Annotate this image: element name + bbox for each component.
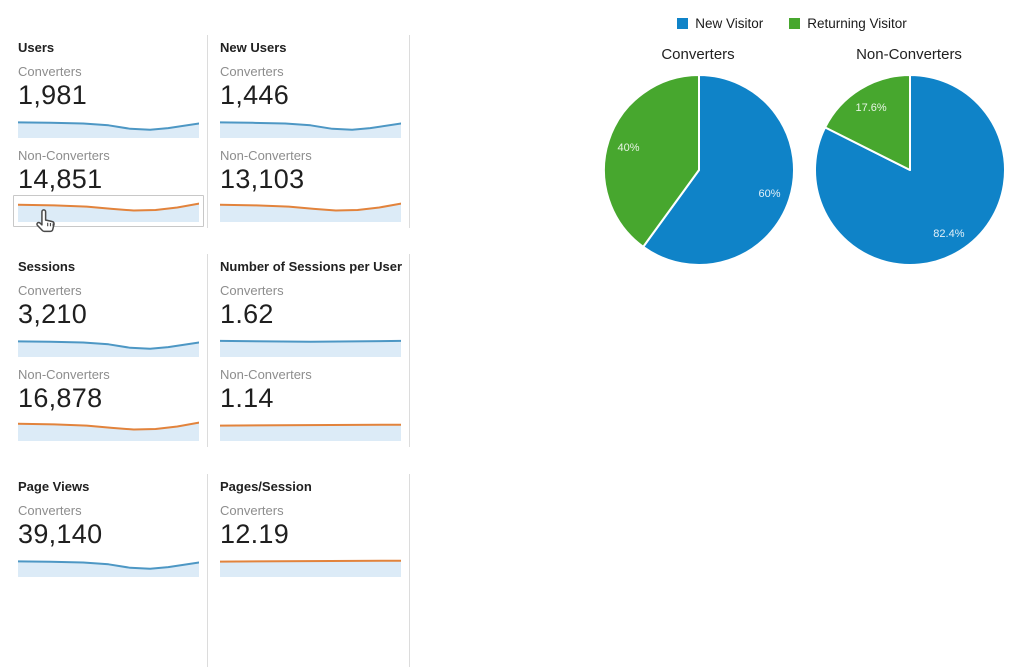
- metric-value-users-converters: 1,981: [18, 80, 88, 110]
- column-divider: [409, 474, 410, 667]
- legend-swatch-icon: [677, 18, 689, 29]
- metric-value-sessions-non-converters: 16,878: [18, 383, 103, 413]
- pie-slice-converters-returning-visitor[interactable]: [603, 74, 700, 248]
- sparkline-hover-outline: [13, 195, 204, 227]
- legend-swatch-icon: [789, 18, 801, 29]
- metric-card-title: Page Views: [18, 479, 90, 494]
- sparkline-new-users-non-converters[interactable]: [220, 199, 401, 222]
- metric-value-sessions-converters: 3,210: [18, 299, 88, 329]
- sparkline-users-non-converters[interactable]: [18, 199, 199, 222]
- column-divider: [409, 35, 410, 228]
- pie-slice-converters-new-visitor[interactable]: [642, 74, 795, 266]
- segment-label-converters: Converters: [220, 283, 284, 298]
- segment-label-converters: Converters: [18, 64, 82, 79]
- sparkline-sessions-converters[interactable]: [18, 334, 199, 357]
- segment-label-non-converters: Non-Converters: [220, 148, 312, 163]
- metric-card-title: Pages/Session: [220, 479, 312, 494]
- cursor-pointer-icon: [36, 209, 55, 233]
- segment-label-non-converters: Non-Converters: [220, 367, 312, 382]
- legend-item-new-visitor: New Visitor: [677, 16, 763, 31]
- metric-card-title: Number of Sessions per User: [220, 259, 403, 274]
- pie-title-non-converters: Non-Converters: [856, 46, 962, 63]
- metric-value-pages-session-converters: 12.19: [220, 519, 290, 549]
- pie-title-converters: Converters: [661, 46, 735, 63]
- pie-slice-percentage: 82.4%: [933, 228, 964, 240]
- segment-label-converters: Converters: [18, 283, 82, 298]
- metric-card-title: New Users: [220, 40, 287, 55]
- segment-label-converters: Converters: [220, 503, 284, 518]
- pie-legend: New Visitor Returning Visitor: [560, 16, 1024, 31]
- pie-chart-converters: 60% 40%: [603, 74, 795, 266]
- sparkline-new-users-converters[interactable]: [220, 115, 401, 138]
- segment-label-non-converters: Non-Converters: [18, 148, 110, 163]
- metric-value-new-users-non-converters: 13,103: [220, 164, 305, 194]
- segment-label-non-converters: Non-Converters: [18, 367, 110, 382]
- segment-label-converters: Converters: [220, 64, 284, 79]
- analytics-dashboard: Users Converters 1,981 Non-Converters 14,851…: [13, 16, 1024, 667]
- segment-label-converters: Converters: [18, 503, 82, 518]
- metric-value-new-users-converters: 1,446: [220, 80, 290, 110]
- sparkline-sessions-non-converters[interactable]: [18, 418, 199, 441]
- sparkline-number-of-sessions-per-user-converters[interactable]: [220, 334, 401, 357]
- legend-label: Returning Visitor: [807, 16, 907, 31]
- metric-card-title: Users: [18, 40, 55, 55]
- legend-label: New Visitor: [695, 16, 764, 31]
- metric-card-title: Sessions: [18, 259, 76, 274]
- pie-slice-percentage: 60%: [758, 188, 780, 200]
- column-divider: [207, 254, 208, 447]
- column-divider: [409, 254, 410, 447]
- legend-item-returning-visitor: Returning Visitor: [789, 16, 907, 31]
- metric-value-number-of-sessions-per-user-converters: 1.62: [220, 299, 274, 329]
- pie-slice-non-converters-returning-visitor[interactable]: [824, 74, 911, 171]
- metric-value-page-views-converters: 39,140: [18, 519, 103, 549]
- pie-slice-percentage: 40%: [617, 142, 639, 154]
- metric-value-number-of-sessions-per-user-non-converters: 1.14: [220, 383, 274, 413]
- sparkline-users-converters[interactable]: [18, 115, 199, 138]
- sparkline-number-of-sessions-per-user-non-converters[interactable]: [220, 418, 401, 441]
- metric-value-users-non-converters: 14,851: [18, 164, 103, 194]
- sparkline-pages-session-converters[interactable]: [220, 554, 401, 577]
- column-divider: [207, 35, 208, 228]
- pie-chart-non-converters: 82.4% 17.6%: [814, 74, 1006, 266]
- pie-slice-percentage: 17.6%: [855, 102, 886, 114]
- sparkline-page-views-converters[interactable]: [18, 554, 199, 577]
- column-divider: [207, 474, 208, 667]
